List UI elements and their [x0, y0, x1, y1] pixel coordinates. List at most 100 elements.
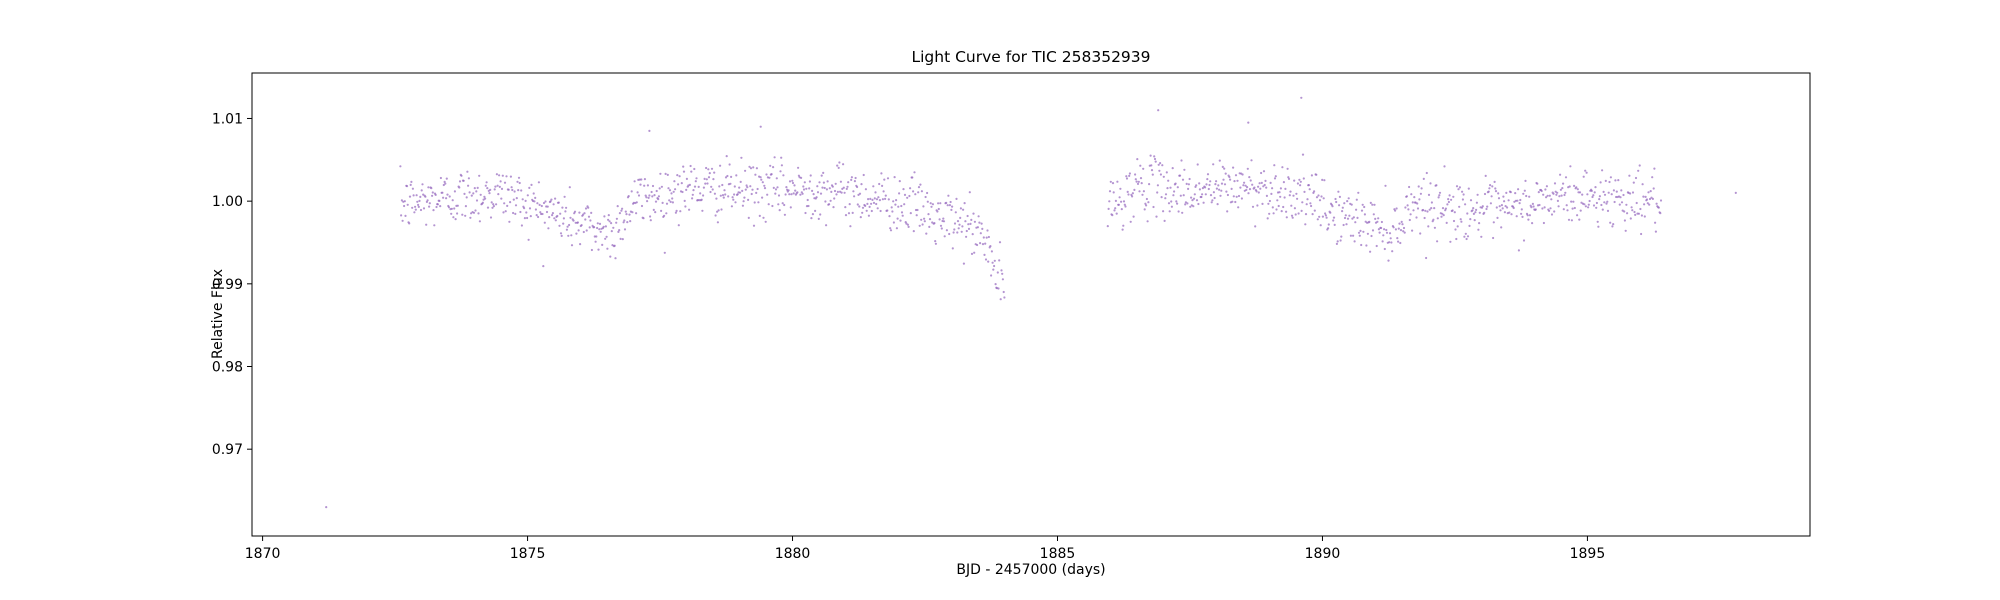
- data-point: [767, 203, 770, 206]
- data-point: [1486, 205, 1489, 208]
- data-point: [839, 180, 843, 183]
- data-point: [751, 188, 754, 191]
- data-point: [901, 214, 904, 217]
- data-point: [903, 203, 906, 206]
- data-point: [1318, 215, 1321, 218]
- data-point: [730, 205, 734, 208]
- data-point: [1642, 195, 1645, 198]
- data-point: [1446, 203, 1449, 206]
- data-point: [1341, 210, 1344, 213]
- data-point: [466, 170, 469, 173]
- data-point: [1383, 228, 1386, 231]
- data-point: [419, 195, 422, 198]
- data-point: [1623, 219, 1626, 222]
- data-point: [409, 183, 412, 186]
- data-point: [1626, 212, 1629, 215]
- data-point: [759, 125, 762, 128]
- data-point: [472, 211, 476, 214]
- data-point: [621, 207, 624, 210]
- data-point: [584, 218, 587, 221]
- data-point: [1345, 223, 1348, 226]
- data-point: [1123, 203, 1126, 206]
- data-point: [1734, 191, 1737, 194]
- data-point: [1598, 195, 1601, 198]
- data-point: [1289, 190, 1292, 193]
- data-point: [814, 209, 817, 212]
- x-axis-label: BJD - 2457000 (days): [956, 562, 1106, 578]
- data-point: [777, 194, 781, 197]
- data-point: [819, 213, 822, 216]
- data-point: [644, 194, 647, 197]
- data-point: [460, 174, 463, 177]
- data-point: [939, 224, 943, 227]
- data-point: [489, 188, 492, 191]
- data-point: [747, 198, 750, 201]
- data-point: [1225, 190, 1228, 193]
- data-point: [1599, 181, 1602, 184]
- data-point: [812, 193, 815, 196]
- data-point: [1449, 240, 1452, 243]
- data-point: [1167, 179, 1170, 182]
- data-point: [861, 211, 864, 214]
- data-point: [1262, 170, 1266, 173]
- data-point: [425, 223, 428, 226]
- data-point: [1169, 186, 1172, 189]
- data-point: [1168, 210, 1171, 213]
- data-point: [945, 201, 948, 204]
- data-point: [1640, 214, 1643, 217]
- data-point: [825, 188, 829, 191]
- data-point: [1156, 184, 1159, 187]
- data-point: [671, 197, 674, 200]
- data-point: [962, 262, 966, 265]
- data-point: [1457, 188, 1460, 191]
- data-point: [1157, 109, 1160, 112]
- data-point: [844, 206, 847, 209]
- data-point: [791, 181, 795, 185]
- data-point: [654, 211, 657, 214]
- data-point: [1629, 192, 1632, 195]
- data-point: [921, 223, 924, 226]
- data-point: [1315, 196, 1319, 199]
- data-point: [1139, 164, 1142, 167]
- data-point: [1518, 202, 1521, 205]
- data-point: [493, 188, 496, 191]
- data-point: [685, 188, 688, 191]
- data-point: [1451, 209, 1454, 212]
- data-point: [982, 236, 985, 239]
- data-point: [532, 192, 535, 195]
- data-point: [708, 172, 711, 175]
- data-point: [523, 207, 526, 210]
- data-point: [580, 224, 583, 227]
- data-point: [996, 271, 999, 274]
- data-point: [851, 211, 854, 214]
- data-point: [651, 195, 654, 198]
- data-point: [951, 205, 954, 208]
- data-point: [884, 197, 887, 200]
- data-point: [713, 171, 716, 174]
- data-point: [495, 203, 498, 206]
- data-point: [1465, 237, 1468, 241]
- data-point: [1461, 190, 1464, 193]
- data-point: [400, 199, 403, 202]
- data-point: [913, 171, 916, 174]
- data-point: [1493, 180, 1496, 183]
- data-point: [1243, 181, 1246, 184]
- data-point: [1484, 174, 1487, 177]
- data-point: [785, 186, 788, 189]
- data-point: [847, 212, 851, 215]
- data-point: [1568, 185, 1571, 188]
- data-point: [475, 190, 478, 193]
- data-point: [749, 185, 752, 188]
- data-point: [734, 201, 737, 204]
- data-point: [1127, 193, 1130, 196]
- data-point: [1121, 228, 1124, 231]
- data-point: [666, 173, 669, 176]
- data-point: [1598, 198, 1601, 201]
- data-point: [447, 206, 451, 209]
- data-point: [1405, 195, 1408, 198]
- data-point: [1570, 219, 1573, 222]
- data-point: [822, 181, 826, 184]
- data-point: [565, 206, 568, 209]
- data-point: [1188, 177, 1191, 181]
- data-point: [1422, 208, 1425, 212]
